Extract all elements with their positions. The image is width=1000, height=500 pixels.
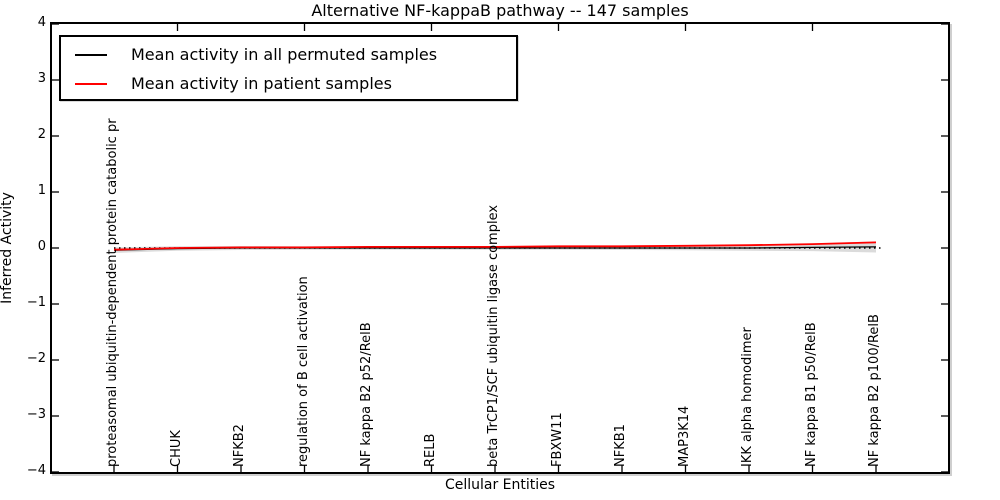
y-tick-label: −3 — [26, 407, 46, 422]
x-tick-label: beta TrCP1/SCF ubiquitin ligase complex — [486, 204, 501, 467]
y-tick-label: 1 — [37, 183, 46, 198]
x-tick-label: NFKB2 — [232, 424, 247, 467]
x-tick-label: NF kappa B2 p52/RelB — [359, 322, 374, 467]
y-tick-label: 4 — [37, 15, 46, 30]
y-tick-label: 3 — [37, 71, 46, 86]
legend-item-permuted: Mean activity in all permuted samples — [75, 40, 516, 69]
x-tick-label: NF kappa B1 p50/RelB — [803, 322, 819, 467]
x-tick-label: FBXW11 — [549, 412, 565, 467]
legend-label-permuted: Mean activity in all permuted samples — [131, 45, 438, 64]
x-tick-label: IKK alpha homodimer — [740, 327, 755, 467]
x-axis-title: Cellular Entities — [444, 477, 556, 493]
x-tick-label: NFKB1 — [613, 424, 628, 467]
legend-line-sample-black — [75, 53, 107, 56]
y-tick-label: 0 — [37, 239, 46, 254]
chart-title: Alternative NF-kappaB pathway -- 147 sam… — [311, 1, 689, 20]
x-tick-label: RELB — [422, 433, 438, 467]
legend: Mean activity in all permuted samples Me… — [59, 35, 518, 101]
x-tick-label: CHUK — [168, 430, 184, 467]
x-tick-label: MAP3K14 — [676, 405, 692, 467]
legend-item-patient: Mean activity in patient samples — [75, 69, 516, 98]
legend-line-sample-red — [75, 82, 107, 85]
x-tick-label: proteasomal ubiquitin-dependent protein … — [105, 118, 120, 467]
y-tick-label: −4 — [26, 463, 46, 478]
y-tick-label: −1 — [26, 295, 46, 310]
y-tick-label: 2 — [37, 127, 46, 142]
x-tick-label: regulation of B cell activation — [295, 276, 311, 467]
chart-canvas — [52, 24, 948, 472]
x-tick-label: NF kappa B2 p100/RelB — [867, 314, 882, 467]
legend-label-patient: Mean activity in patient samples — [131, 74, 392, 93]
y-tick-label: −2 — [26, 351, 46, 366]
